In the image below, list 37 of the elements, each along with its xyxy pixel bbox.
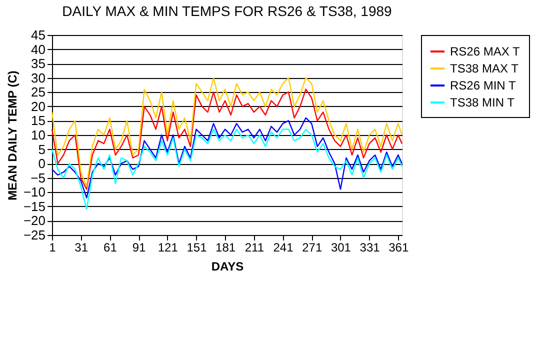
y-tick-label: 25 (31, 84, 46, 100)
y-tick-label: 10 (31, 128, 46, 142)
line-series (51, 117, 403, 198)
y-tick-label: 20 (31, 98, 46, 114)
y-tick-label: 5 (38, 142, 46, 157)
y-tick-label: 30 (31, 70, 46, 86)
x-tick-label: 271 (302, 240, 322, 254)
x-tick-label: 181 (216, 240, 236, 254)
y-tick-label: −5 (30, 170, 46, 186)
x-tick-label: 361 (388, 240, 409, 254)
y-tick-label: −15 (23, 198, 46, 214)
x-tick-label: 241 (273, 240, 294, 254)
y-tick-label: 35 (31, 56, 46, 72)
legend-label: TS38 MIN T (450, 96, 516, 110)
y-tick-label: 15 (31, 113, 46, 128)
legend-label: RS26 MIN T (450, 78, 516, 92)
y-tick-label: 45 (31, 28, 46, 42)
legend-label: TS38 MAX T (450, 62, 520, 76)
x-tick-label: 1 (49, 240, 56, 254)
legend-label: RS26 MAX T (450, 44, 520, 58)
line-series (51, 128, 403, 210)
x-tick-label: 151 (186, 240, 208, 254)
x-tick-label: 91 (132, 240, 146, 254)
x-tick-label: 121 (158, 240, 178, 254)
y-tick-label: 40 (31, 42, 46, 57)
x-tick-label: 211 (244, 240, 264, 254)
x-tick-label: 31 (74, 240, 88, 254)
y-tick-label: −25 (23, 228, 46, 242)
x-axis-title: DAYS (211, 260, 244, 274)
y-axis-title: MEAN DAILY TEMP (C) (5, 70, 20, 200)
x-tick-label: 61 (104, 240, 118, 254)
y-tick-label: −20 (23, 213, 46, 228)
y-tick-label: 0 (38, 156, 46, 172)
x-tick-label: 331 (360, 240, 380, 254)
y-tick-label: −10 (23, 184, 46, 200)
chart-title: DAILY MAX & MIN TEMPS FOR RS26 & TS38, 1989 (62, 3, 392, 19)
x-tick-label: 301 (330, 240, 352, 254)
